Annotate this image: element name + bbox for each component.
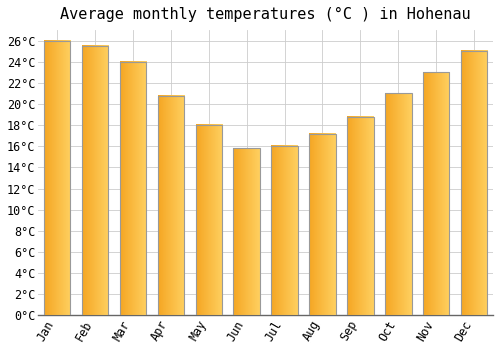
Bar [196, 125, 222, 315]
Bar [423, 72, 450, 315]
Bar [347, 117, 374, 315]
Bar [120, 62, 146, 315]
Bar [44, 41, 70, 315]
Title: Average monthly temperatures (°C ) in Hohenau: Average monthly temperatures (°C ) in Ho… [60, 7, 471, 22]
Bar [309, 134, 336, 315]
Bar [158, 96, 184, 315]
Bar [461, 51, 487, 315]
Bar [234, 148, 260, 315]
Bar [272, 146, 298, 315]
Bar [385, 93, 411, 315]
Bar [82, 46, 108, 315]
